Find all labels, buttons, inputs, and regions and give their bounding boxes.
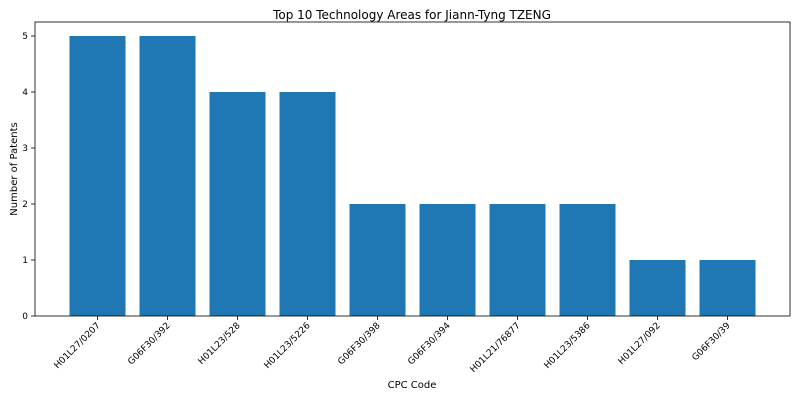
bar: [350, 204, 406, 316]
y-tick-label: 1: [22, 256, 28, 266]
bar: [140, 36, 196, 316]
chart-title: Top 10 Technology Areas for Jiann-Tyng T…: [272, 8, 551, 22]
bar: [560, 204, 616, 316]
x-tick-label: G06F30/398: [336, 321, 382, 367]
y-axis-label: Number of Patents: [9, 122, 20, 215]
bar: [70, 36, 126, 316]
x-tick-label: H01L23/5226: [263, 321, 313, 371]
bar: [210, 92, 266, 316]
x-tick-label: G06F30/39: [691, 321, 733, 363]
x-tick-label: G06F30/392: [126, 321, 172, 367]
x-tick-label: G06F30/394: [406, 321, 452, 367]
bar: [490, 204, 546, 316]
x-tick-label: H01L23/528: [197, 321, 243, 367]
bar: [420, 204, 476, 316]
y-tick-label: 4: [22, 88, 28, 98]
x-tick-label: H01L27/092: [617, 321, 663, 367]
y-tick-label: 0: [22, 312, 28, 322]
y-tick-label: 2: [22, 200, 28, 210]
y-tick-label: 3: [22, 144, 28, 154]
bar: [700, 260, 756, 316]
x-axis-label: CPC Code: [388, 380, 437, 391]
x-tick-label: H01L27/0207: [53, 321, 103, 371]
plot-area: 0 1 2 3 4 5 H01L27/0207 G06F30/392 H01L23/528 H01…: [22, 32, 755, 375]
x-tick-label: H01L21/76877: [469, 321, 523, 375]
x-tick-label: H01L23/5386: [543, 321, 593, 371]
y-tick-label: 5: [22, 32, 28, 42]
bar: [280, 92, 336, 316]
bar: [630, 260, 686, 316]
